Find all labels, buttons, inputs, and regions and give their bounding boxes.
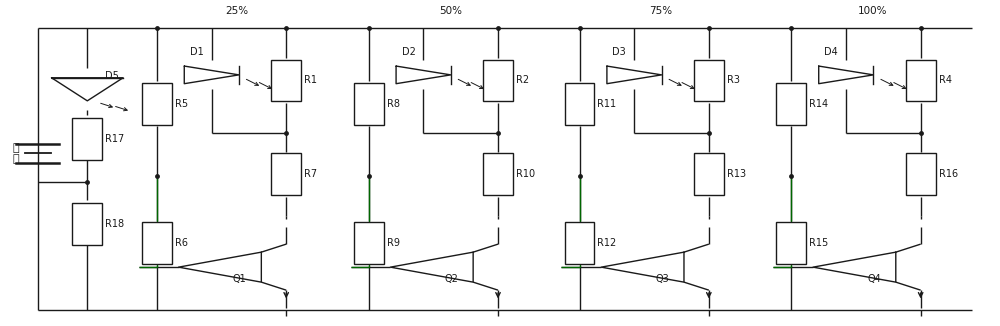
Text: R3: R3 (727, 76, 740, 85)
Bar (72, 203, 102, 245)
Text: R10: R10 (516, 169, 535, 179)
Text: R18: R18 (105, 219, 124, 229)
Text: R7: R7 (304, 169, 317, 179)
Bar (565, 222, 594, 264)
Text: R6: R6 (175, 238, 188, 248)
Bar (565, 83, 594, 125)
Text: 75%: 75% (650, 6, 673, 16)
Text: R17: R17 (105, 134, 124, 144)
Text: R9: R9 (387, 238, 400, 248)
Text: 25%: 25% (225, 6, 248, 16)
Text: R15: R15 (809, 238, 829, 248)
Text: D4: D4 (824, 47, 838, 57)
Bar (694, 60, 724, 101)
Bar (906, 154, 936, 195)
Bar (776, 83, 806, 125)
Bar (354, 83, 384, 125)
Bar (142, 83, 172, 125)
Text: R1: R1 (304, 76, 317, 85)
Text: Q2: Q2 (445, 274, 459, 284)
Bar (271, 60, 301, 101)
Bar (271, 154, 301, 195)
Text: R8: R8 (387, 99, 400, 109)
Text: D5: D5 (105, 71, 119, 82)
Text: D3: D3 (612, 47, 626, 57)
Bar (72, 118, 102, 160)
Text: 50%: 50% (439, 6, 462, 16)
Bar (483, 60, 513, 101)
Text: R13: R13 (727, 169, 746, 179)
Text: R2: R2 (516, 76, 529, 85)
Bar (483, 154, 513, 195)
Bar (906, 60, 936, 101)
Text: R5: R5 (175, 99, 188, 109)
Text: 电
池: 电 池 (12, 142, 19, 164)
Text: D2: D2 (402, 47, 415, 57)
Text: R11: R11 (597, 99, 617, 109)
Text: R4: R4 (939, 76, 952, 85)
Text: Q4: Q4 (867, 274, 881, 284)
Text: R12: R12 (597, 238, 617, 248)
Bar (354, 222, 384, 264)
Text: Q1: Q1 (233, 274, 247, 284)
Bar (694, 154, 724, 195)
Text: D1: D1 (190, 47, 204, 57)
Text: R14: R14 (809, 99, 828, 109)
Bar (142, 222, 172, 264)
Text: R16: R16 (939, 169, 958, 179)
Text: 100%: 100% (858, 6, 888, 16)
Text: Q3: Q3 (656, 274, 669, 284)
Bar (776, 222, 806, 264)
